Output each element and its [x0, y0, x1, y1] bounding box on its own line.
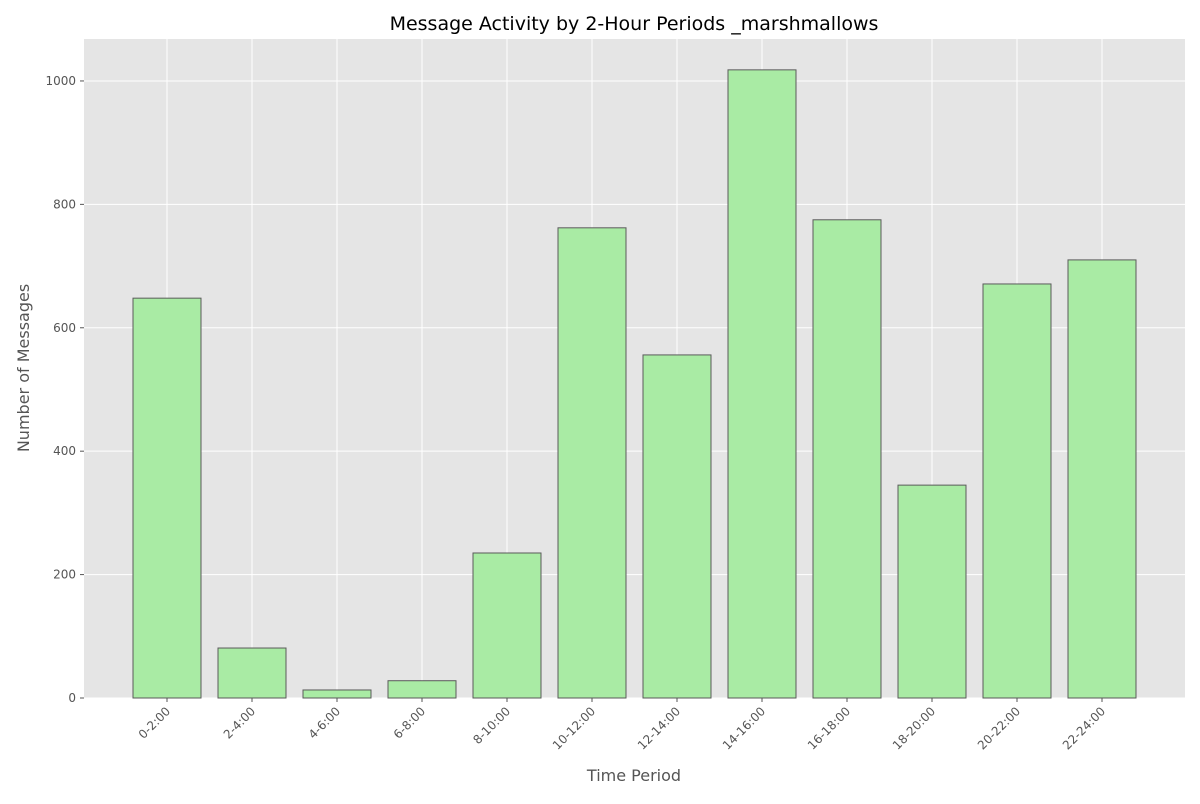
bar-0-2:00 [132, 297, 202, 699]
x-tick-label: 22-24:00 [1060, 704, 1108, 752]
x-tick-label: 20-22:00 [975, 704, 1023, 752]
bar-20-22:00 [982, 283, 1052, 699]
bar-12-14:00 [642, 354, 712, 699]
x-tick-label: 4-6:00 [306, 704, 343, 741]
x-tick-label: 10-12:00 [550, 704, 598, 752]
x-tick-label: 18-20:00 [890, 704, 938, 752]
bar-16-18:00 [812, 219, 882, 699]
bar-22-24:00 [1067, 259, 1137, 699]
chart-title: Message Activity by 2-Hour Periods _mars… [390, 13, 879, 35]
y-axis-label: Number of Messages [14, 284, 33, 452]
x-axis-label: Time Period [586, 766, 681, 785]
bar-8-10:00 [472, 552, 542, 699]
x-tick-label: 6-8:00 [391, 704, 428, 741]
y-tick-label: 200 [53, 568, 76, 582]
bar-14-16:00 [727, 69, 797, 699]
bar-18-20:00 [897, 484, 967, 699]
bar-10-12:00 [557, 227, 627, 699]
x-axis-ticks: 0-2:00 2-4:00 4-6:00 6-8:00 8-10:00 10-12:00 1… [136, 698, 1108, 752]
x-tick-label: 16-18:00 [805, 704, 853, 752]
bar-6-8:00 [387, 680, 457, 699]
y-tick-label: 1000 [45, 74, 76, 88]
x-tick-label: 2-4:00 [221, 704, 258, 741]
y-tick-label: 600 [53, 321, 76, 335]
bars [132, 69, 1137, 699]
y-tick-label: 0 [68, 691, 76, 705]
y-axis-ticks: 0 200 400 600 800 1000 [45, 74, 84, 705]
bar-2-4:00 [217, 647, 287, 699]
x-tick-label: 14-16:00 [720, 704, 768, 752]
y-tick-label: 800 [53, 197, 76, 211]
x-tick-label: 12-14:00 [635, 704, 683, 752]
bar-4-6:00 [302, 689, 372, 699]
x-tick-label: 8-10:00 [470, 704, 513, 747]
y-tick-label: 400 [53, 444, 76, 458]
x-tick-label: 0-2:00 [136, 704, 173, 741]
